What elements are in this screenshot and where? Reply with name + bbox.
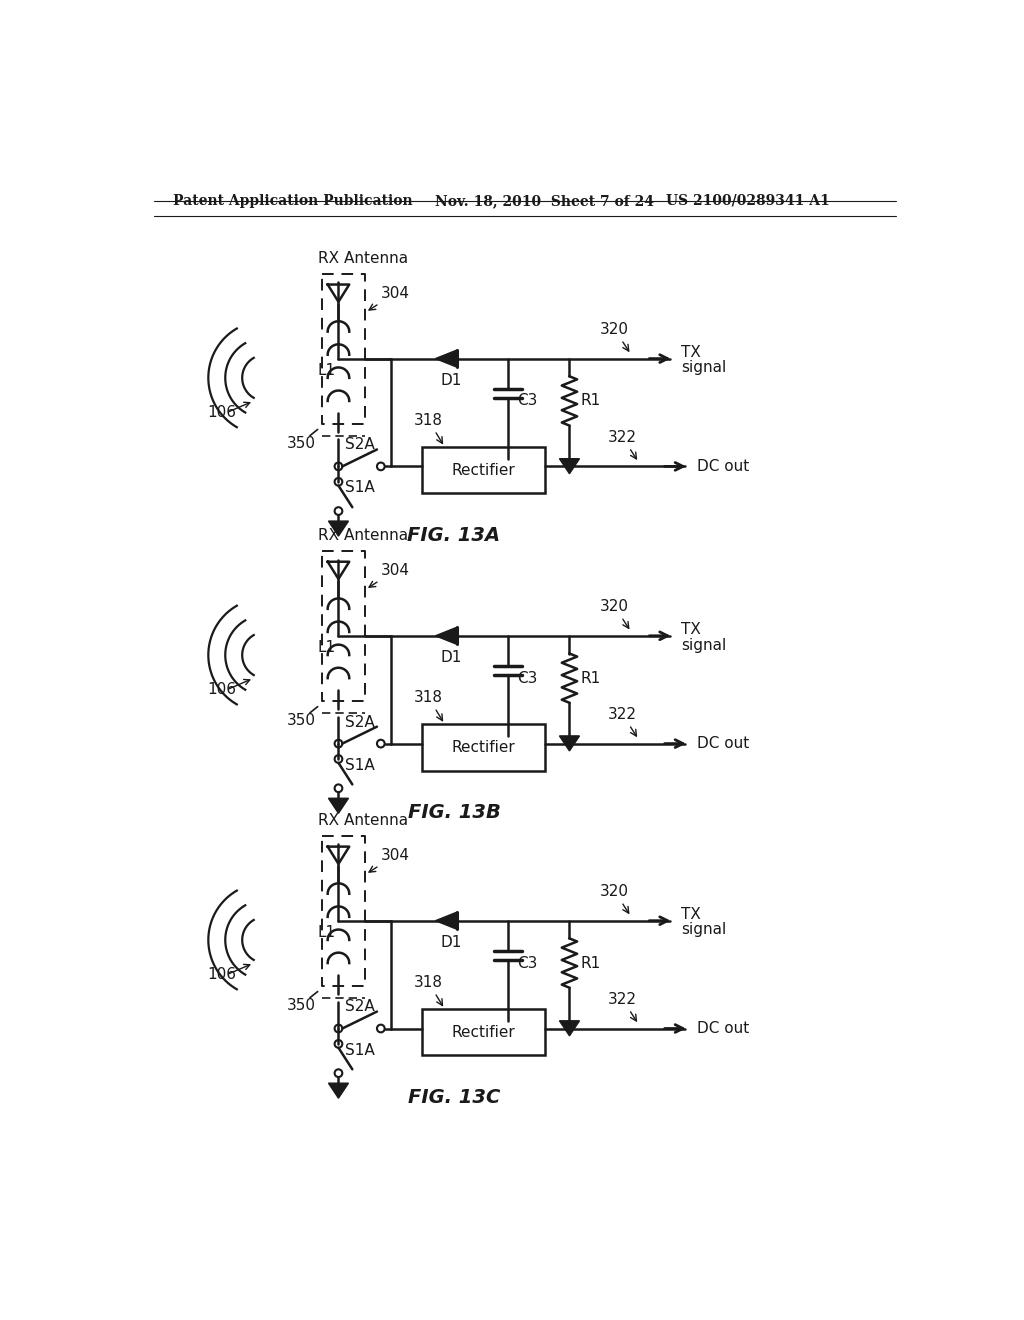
- Text: RX Antenna: RX Antenna: [317, 251, 408, 267]
- Text: 320: 320: [600, 599, 630, 628]
- Text: S1A: S1A: [345, 758, 375, 772]
- Text: D1: D1: [440, 649, 462, 665]
- Text: R1: R1: [581, 393, 600, 408]
- Text: 320: 320: [600, 322, 630, 351]
- Text: 304: 304: [369, 562, 410, 587]
- Text: TX: TX: [681, 907, 701, 923]
- Text: Rectifier: Rectifier: [452, 741, 515, 755]
- Text: 320: 320: [600, 884, 630, 913]
- Text: RX Antenna: RX Antenna: [317, 528, 408, 544]
- Text: RX Antenna: RX Antenna: [317, 813, 408, 828]
- Text: 106: 106: [208, 968, 237, 982]
- Text: Rectifier: Rectifier: [452, 463, 515, 478]
- Polygon shape: [329, 799, 348, 813]
- Text: S2A: S2A: [345, 999, 375, 1015]
- Text: 304: 304: [369, 847, 410, 873]
- Polygon shape: [559, 1020, 580, 1036]
- Text: 106: 106: [208, 682, 237, 697]
- Text: 322: 322: [608, 706, 637, 737]
- Text: FIG. 13A: FIG. 13A: [408, 527, 501, 545]
- Text: DC out: DC out: [696, 737, 749, 751]
- Polygon shape: [435, 350, 457, 367]
- Text: S2A: S2A: [345, 714, 375, 730]
- Text: C3: C3: [517, 956, 538, 970]
- Text: 322: 322: [608, 991, 637, 1020]
- Text: DC out: DC out: [696, 1020, 749, 1036]
- Polygon shape: [329, 1084, 348, 1098]
- Text: L1: L1: [317, 925, 336, 940]
- Text: L1: L1: [317, 640, 336, 655]
- Text: C3: C3: [517, 393, 538, 408]
- Text: signal: signal: [681, 923, 726, 937]
- Text: signal: signal: [681, 360, 726, 375]
- Polygon shape: [435, 627, 457, 644]
- Text: 350: 350: [287, 713, 315, 729]
- Bar: [422, 725, 545, 771]
- Polygon shape: [498, 459, 518, 474]
- Text: 318: 318: [414, 974, 443, 1006]
- Text: 322: 322: [608, 429, 637, 459]
- Text: D1: D1: [440, 372, 462, 388]
- Text: Nov. 18, 2010  Sheet 7 of 24: Nov. 18, 2010 Sheet 7 of 24: [435, 194, 653, 207]
- Text: R1: R1: [581, 671, 600, 685]
- Polygon shape: [435, 912, 457, 929]
- Text: S2A: S2A: [345, 437, 375, 453]
- Text: 318: 318: [414, 690, 443, 721]
- Text: Rectifier: Rectifier: [452, 1024, 515, 1040]
- Polygon shape: [498, 737, 518, 751]
- Text: TX: TX: [681, 345, 701, 360]
- Polygon shape: [559, 737, 580, 751]
- Text: US 2100/0289341 A1: US 2100/0289341 A1: [666, 194, 829, 207]
- Text: Patent Application Publication: Patent Application Publication: [173, 194, 413, 207]
- Polygon shape: [498, 1020, 518, 1036]
- Text: FIG. 13B: FIG. 13B: [408, 804, 501, 822]
- Text: TX: TX: [681, 622, 701, 638]
- Text: 318: 318: [414, 413, 443, 444]
- Text: D1: D1: [440, 935, 462, 950]
- Text: signal: signal: [681, 638, 726, 652]
- Text: C3: C3: [517, 671, 538, 685]
- Text: FIG. 13C: FIG. 13C: [408, 1088, 500, 1107]
- Text: R1: R1: [581, 956, 600, 970]
- Text: 350: 350: [287, 436, 315, 451]
- Polygon shape: [329, 521, 348, 536]
- Text: DC out: DC out: [696, 459, 749, 474]
- Text: S1A: S1A: [345, 1043, 375, 1057]
- Text: 304: 304: [369, 285, 410, 310]
- Bar: [422, 1010, 545, 1056]
- Text: S1A: S1A: [345, 480, 375, 495]
- Text: 106: 106: [208, 405, 237, 420]
- Text: 350: 350: [287, 998, 315, 1012]
- Text: L1: L1: [317, 363, 336, 378]
- Polygon shape: [559, 459, 580, 474]
- Bar: [422, 447, 545, 494]
